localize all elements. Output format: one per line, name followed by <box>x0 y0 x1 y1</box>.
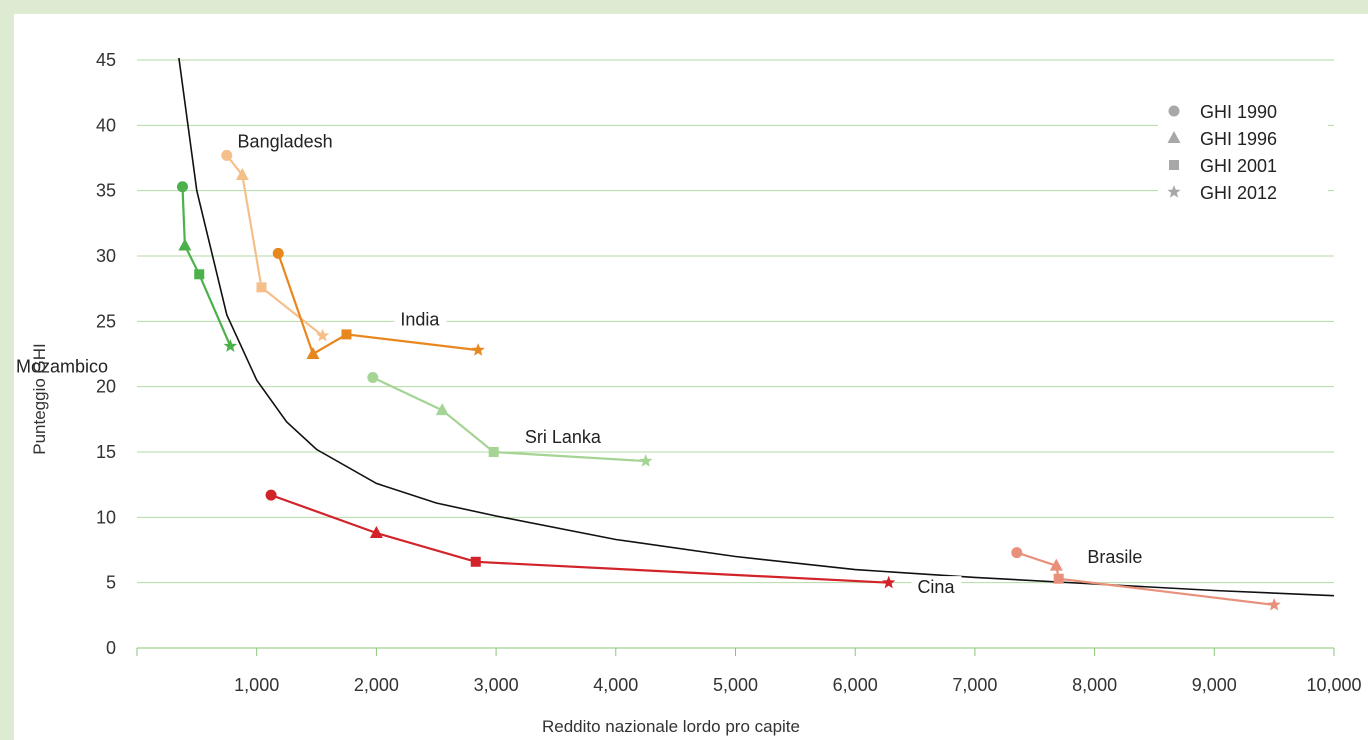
y-tick-label: 10 <box>96 507 116 527</box>
country-label: Cina <box>917 577 955 597</box>
data-point <box>265 489 277 501</box>
data-point <box>1011 547 1023 559</box>
chart-frame: 0 5 10 15 20 25 30 35 40 45 1,000 2,000 3,000 4,000 5… <box>14 14 1368 740</box>
series-mozambico: Mozambico <box>14 181 238 378</box>
y-tick-label: 30 <box>96 246 116 266</box>
x-tick-label: 7,000 <box>952 675 997 695</box>
data-point <box>1049 558 1063 571</box>
legend: GHI 1990 GHI 1996 GHI 2001 GHI 2012 <box>1158 92 1328 212</box>
y-axis-title: Punteggio GHI <box>30 343 49 455</box>
series-line <box>181 186 232 347</box>
x-tick-label: 4,000 <box>593 675 638 695</box>
country-label-bg <box>518 425 608 448</box>
series-line <box>270 494 889 584</box>
country-label-bg <box>911 576 962 599</box>
data-point <box>435 403 449 416</box>
x-tick-label: 9,000 <box>1192 675 1237 695</box>
series-line <box>277 253 479 356</box>
legend-marker-star <box>1167 185 1181 198</box>
data-point <box>639 454 653 467</box>
x-tick-label: 5,000 <box>713 675 758 695</box>
legend-marker-square <box>1169 160 1179 170</box>
x-tick-label: 1,000 <box>234 675 279 695</box>
data-point <box>470 556 481 567</box>
data-point <box>471 343 485 356</box>
country-label: Sri Lanka <box>525 427 602 447</box>
country-series-layer: Bangladesh India Mozambico Sri Lanka Cina Bra… <box>14 130 1281 611</box>
data-point <box>256 282 267 293</box>
ghi-scatter-chart: 0 5 10 15 20 25 30 35 40 45 1,000 2,000 3,000 4,000 5… <box>14 50 1362 736</box>
x-tick-label: 6,000 <box>833 675 878 695</box>
legend-label: GHI 2001 <box>1200 156 1277 176</box>
x-tick-label: 3,000 <box>474 675 519 695</box>
legend-marker-circle <box>1168 105 1180 117</box>
data-point <box>882 575 896 589</box>
y-tick-label: 35 <box>96 181 116 201</box>
y-tick-label: 5 <box>106 573 116 593</box>
data-point <box>367 372 379 384</box>
legend-marker-triangle <box>1167 131 1181 143</box>
series-line <box>372 376 646 463</box>
data-point <box>1267 597 1281 611</box>
legend-background <box>1158 92 1328 212</box>
data-point <box>315 328 330 342</box>
series-brasile: Brasile <box>1011 546 1281 611</box>
country-label: Brasile <box>1087 547 1142 567</box>
series-line <box>1016 551 1275 606</box>
data-point <box>221 149 233 161</box>
legend-label: GHI 1996 <box>1200 129 1277 149</box>
data-point <box>488 447 499 457</box>
y-axis-ticks: 0 5 10 15 20 25 30 35 40 45 <box>96 50 116 658</box>
y-tick-label: 15 <box>96 442 116 462</box>
x-tick-label: 8,000 <box>1072 675 1117 695</box>
series-line <box>225 154 324 337</box>
country-label: India <box>400 309 440 329</box>
data-point <box>306 347 320 359</box>
series-sri-lanka: Sri Lanka <box>367 372 653 467</box>
data-point <box>223 339 238 352</box>
data-point <box>272 247 284 259</box>
y-tick-label: 45 <box>96 50 116 70</box>
legend-label: GHI 1990 <box>1200 102 1277 122</box>
trend-curve <box>178 57 1335 597</box>
country-label-bg <box>231 130 339 153</box>
country-label: Bangladesh <box>238 132 333 152</box>
data-point <box>369 526 383 539</box>
country-label-bg <box>1081 546 1149 569</box>
y-tick-label: 40 <box>96 115 116 135</box>
x-tick-label: 2,000 <box>354 675 399 695</box>
series-cina: Cina <box>265 489 962 599</box>
country-label-bg <box>14 355 115 378</box>
trend-curve-layer <box>178 57 1335 597</box>
data-point <box>235 167 249 180</box>
x-tick-label: 10,000 <box>1306 675 1361 695</box>
x-axis-title: Reddito nazionale lordo pro capite <box>542 717 800 736</box>
series-india: India <box>272 247 485 359</box>
data-point <box>194 269 205 280</box>
y-tick-label: 25 <box>96 311 116 331</box>
y-tick-label: 20 <box>96 377 116 397</box>
data-point <box>178 238 192 251</box>
data-point <box>1053 573 1064 584</box>
y-tick-label: 0 <box>106 638 116 658</box>
country-label-bg <box>394 308 447 331</box>
data-point <box>176 181 188 193</box>
series-bangladesh: Bangladesh <box>221 130 339 342</box>
grid-lines <box>137 59 1334 649</box>
legend-label: GHI 2012 <box>1200 183 1277 203</box>
country-label: Mozambico <box>16 356 108 376</box>
data-point <box>341 329 352 340</box>
x-axis: 1,000 2,000 3,000 4,000 5,000 6,000 7,000 8,000… <box>136 648 1362 695</box>
